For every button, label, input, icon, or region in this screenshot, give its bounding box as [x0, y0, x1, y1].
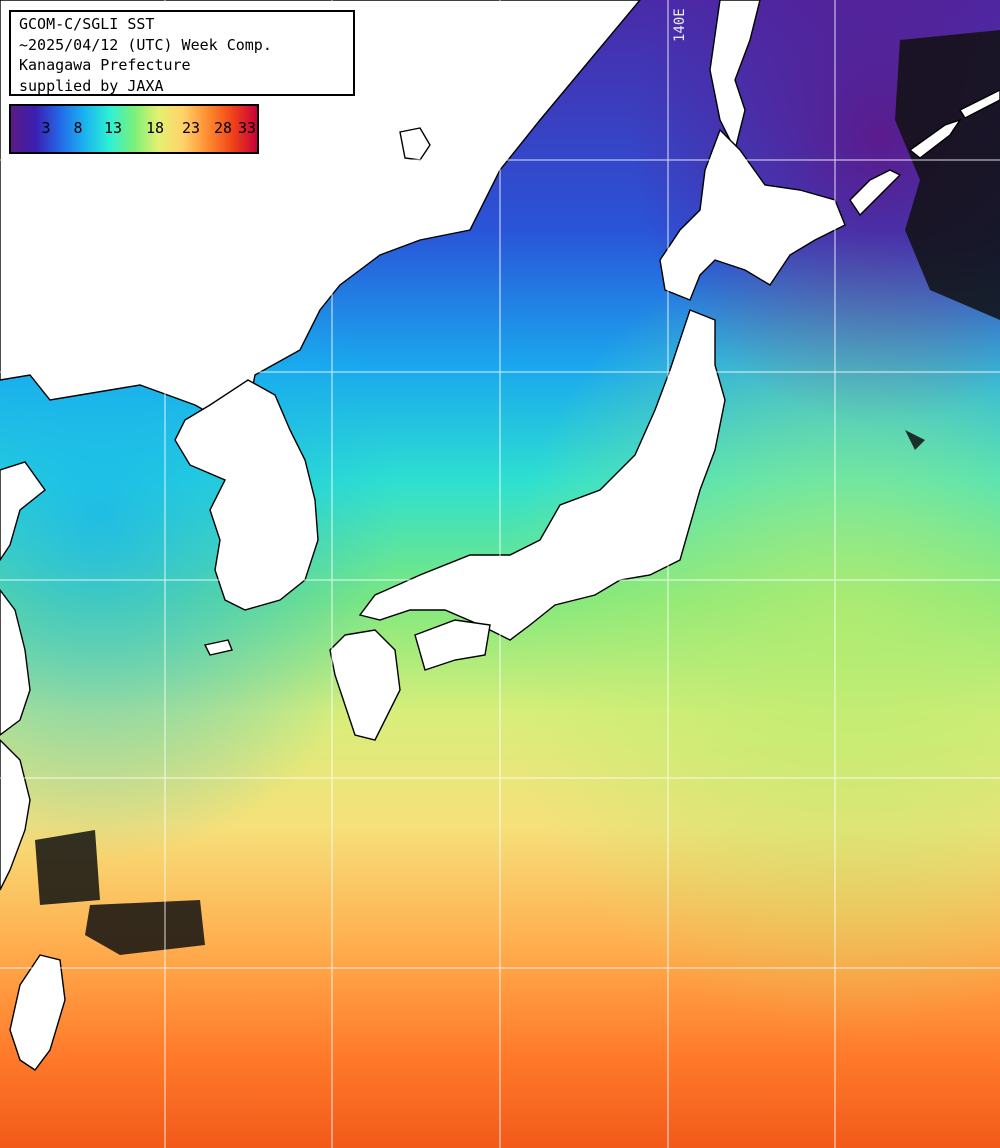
taiwan	[9, 954, 66, 1071]
title-line-3: Kanagawa Prefecture	[19, 56, 191, 74]
map-title-box: GCOM-C/SGLI SST ~2025/04/12 (UTC) Week C…	[9, 10, 355, 96]
kyushu	[329, 629, 401, 741]
honshu	[358, 309, 726, 641]
colorbar-tick-23: 23	[181, 119, 201, 137]
title-line-1: GCOM-C/SGLI SST	[19, 15, 155, 33]
colorbar-tick-33: 33	[237, 119, 257, 137]
korean-peninsula	[174, 379, 319, 611]
land	[0, 0, 1000, 1071]
title-line-4: supplied by JAXA	[19, 76, 164, 95]
colorbar-ticks: 3 8 13 18 23 28 33	[11, 106, 257, 152]
temperature-colorbar: 3 8 13 18 23 28 33	[9, 104, 259, 154]
small-island-north	[399, 127, 431, 161]
mainland-china-south	[0, 588, 31, 891]
colorbar-tick-18: 18	[145, 119, 165, 137]
jeju	[203, 639, 233, 656]
hokkaido	[659, 128, 846, 301]
sakhalin	[709, 0, 761, 153]
latitude-label: 40N	[10, 354, 35, 370]
title-line-2: ~2025/04/12 (UTC) Week Comp.	[19, 35, 272, 54]
colorbar-tick-8: 8	[73, 119, 83, 137]
colorbar-tick-13: 13	[103, 119, 123, 137]
colorbar-tick-28: 28	[213, 119, 233, 137]
shikoku	[414, 619, 491, 671]
colorbar-tick-3: 3	[41, 119, 51, 137]
longitude-label: 140E	[672, 8, 688, 42]
mainland-china-coast	[0, 461, 46, 562]
kuril-islands	[849, 89, 1000, 217]
